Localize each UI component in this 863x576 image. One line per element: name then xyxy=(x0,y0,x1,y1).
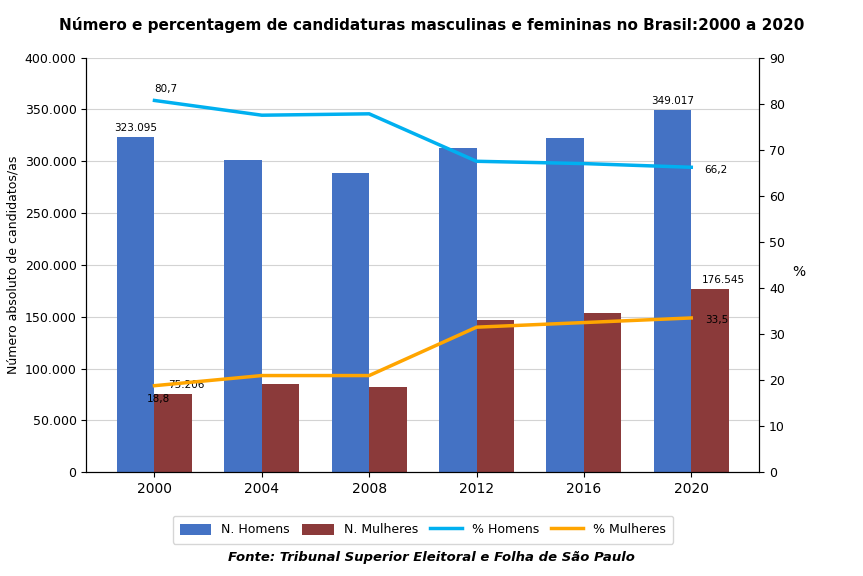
Bar xyxy=(476,320,514,472)
Text: 323.095: 323.095 xyxy=(114,123,157,133)
Text: 176.545: 176.545 xyxy=(702,275,745,285)
Text: 75.206: 75.206 xyxy=(168,380,205,390)
Text: Número e percentagem de candidaturas masculinas e femininas no Brasil:2000 a 202: Número e percentagem de candidaturas mas… xyxy=(59,17,804,33)
Legend: N. Homens, N. Mulheres, % Homens, % Mulheres: N. Homens, N. Mulheres, % Homens, % Mulh… xyxy=(173,516,673,544)
Text: 66,2: 66,2 xyxy=(705,165,728,175)
% Mulheres xyxy=(256,372,267,379)
Bar xyxy=(546,138,584,472)
% Homens xyxy=(256,112,267,119)
% Mulheres xyxy=(471,324,482,331)
% Mulheres xyxy=(686,314,696,321)
% Mulheres xyxy=(579,319,589,326)
% Homens xyxy=(364,111,375,118)
Bar xyxy=(691,289,729,472)
Text: 18,8: 18,8 xyxy=(147,394,170,404)
Bar xyxy=(261,384,299,472)
% Homens xyxy=(686,164,696,170)
Bar xyxy=(331,173,369,472)
% Homens xyxy=(471,158,482,165)
Y-axis label: %: % xyxy=(792,265,806,279)
Bar xyxy=(224,160,261,472)
Line: % Homens: % Homens xyxy=(154,100,691,167)
Line: % Mulheres: % Mulheres xyxy=(154,318,691,386)
Bar xyxy=(653,111,691,472)
Text: 33,5: 33,5 xyxy=(705,315,728,325)
Bar xyxy=(584,313,621,472)
% Mulheres xyxy=(149,382,160,389)
Bar xyxy=(439,148,476,472)
% Homens xyxy=(579,160,589,167)
Bar xyxy=(154,395,192,472)
Bar xyxy=(117,137,154,472)
Y-axis label: Número absoluto de candidatos/as: Número absoluto de candidatos/as xyxy=(6,156,19,374)
Text: Fonte: Tribunal Superior Eleitoral e Folha de São Paulo: Fonte: Tribunal Superior Eleitoral e Fol… xyxy=(228,551,635,564)
Text: 80,7: 80,7 xyxy=(154,84,178,93)
Text: 349.017: 349.017 xyxy=(651,96,694,107)
% Mulheres xyxy=(364,372,375,379)
% Homens xyxy=(149,97,160,104)
Bar xyxy=(369,387,406,472)
